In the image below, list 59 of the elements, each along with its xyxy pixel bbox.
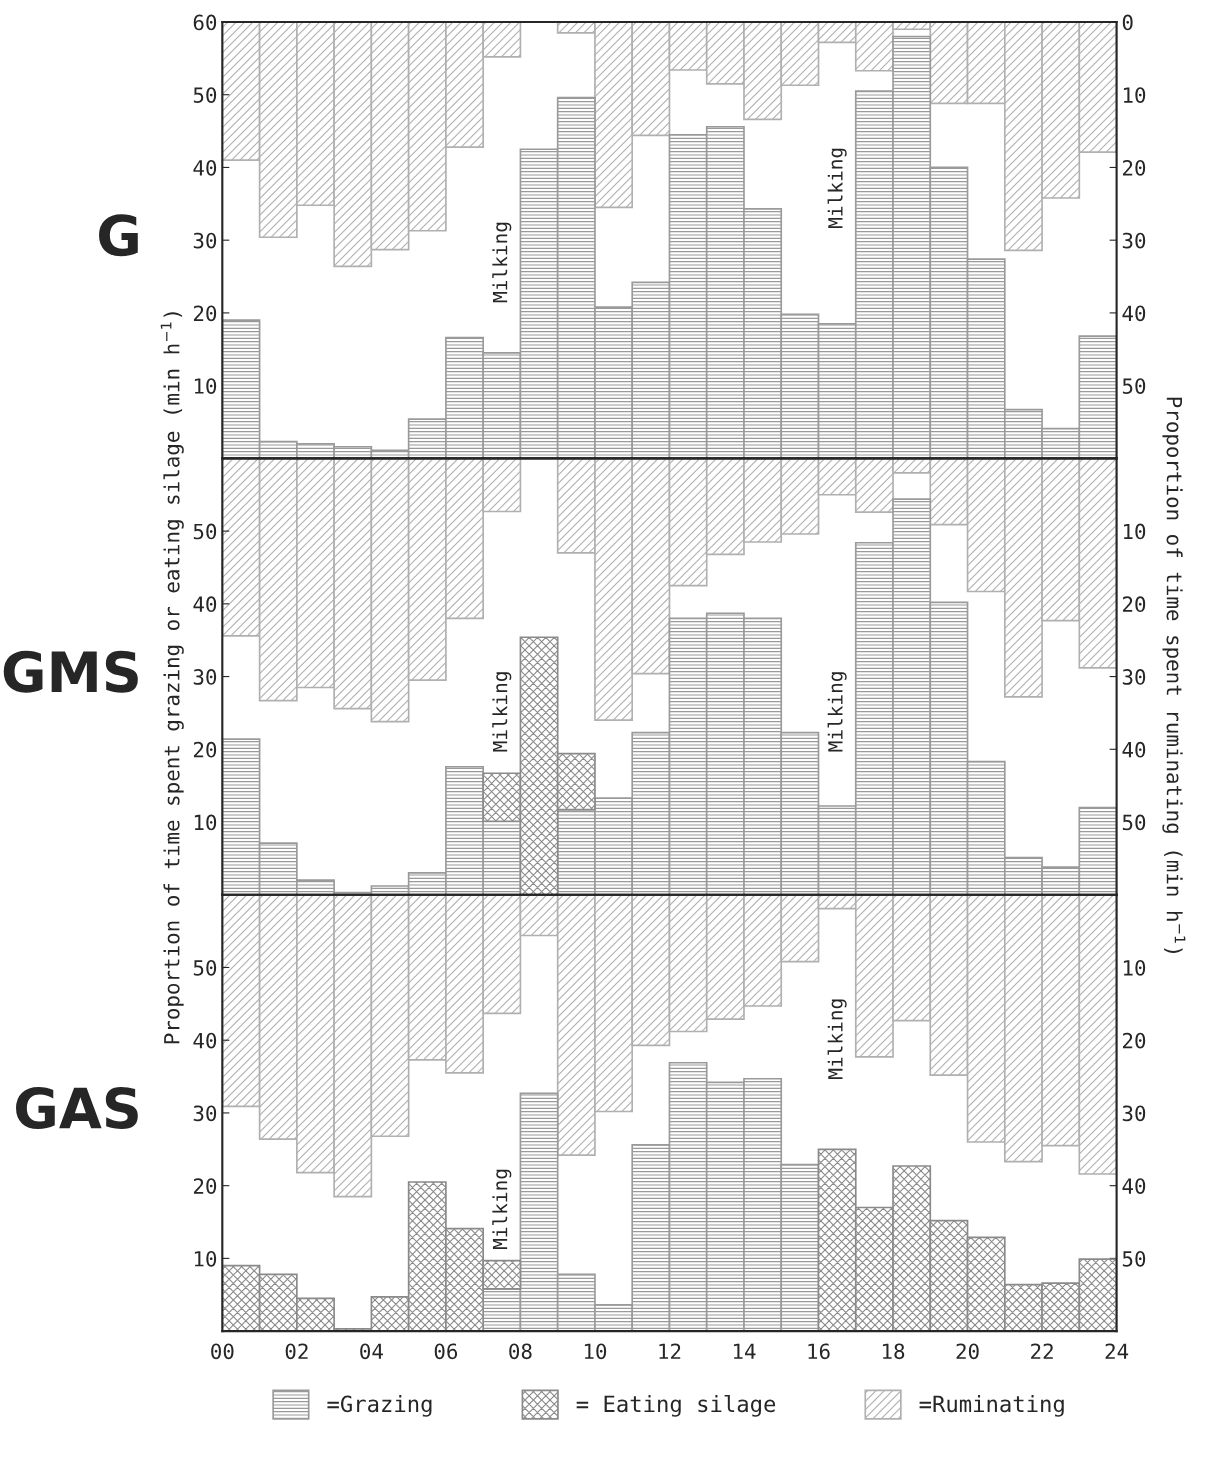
annotation: Milking [492, 672, 512, 752]
annotation: Milking [492, 1169, 512, 1250]
y2-tick-label: 10 [1123, 87, 1146, 103]
y2-axis-title: Proportion of time spent ruminating (min h$^{−1}$) [1162, 397, 1186, 953]
legend-label: =Ruminating [919, 1395, 1064, 1417]
text: G [99, 214, 138, 257]
annotation: Milking [827, 999, 847, 1079]
y2-tick-label: 50 [1122, 814, 1146, 831]
y-tick-label: 10 [194, 378, 217, 394]
y2-tick-label: 30 [1122, 1105, 1146, 1122]
x-tick-label: 04 [360, 1343, 383, 1360]
y-tick-label: 40 [193, 159, 217, 176]
x-tick-label: 14 [733, 1343, 756, 1359]
y-tick-label: 40 [193, 1032, 217, 1049]
y-tick-label: 50 [193, 959, 217, 976]
y-tick-label: 30 [193, 1105, 217, 1122]
y2-tick-label: 10 [1123, 523, 1146, 540]
y2-tick-label: 40 [1122, 305, 1146, 322]
y-tick-label: 20 [193, 305, 217, 322]
y-tick-label: 50 [193, 87, 217, 103]
annotation: Milking [827, 148, 847, 228]
x-tick-label: 20 [956, 1343, 979, 1360]
y2-tick-label: 40 [1122, 741, 1146, 758]
x-tick-label: 22 [1031, 1343, 1053, 1359]
y2-tick-label: 40 [1122, 1178, 1146, 1194]
x-tick-label: 24 [1105, 1343, 1129, 1359]
y2-tick-label: 20 [1122, 159, 1146, 176]
y2-tick-label: 30 [1122, 232, 1146, 249]
y2-tick-label: 50 [1122, 1250, 1146, 1267]
y-tick-label: 30 [193, 232, 217, 249]
x-tick-label: 18 [882, 1343, 905, 1360]
annotation: Milking [827, 672, 847, 752]
x-tick-label: 12 [659, 1343, 681, 1359]
x-tick-label: 10 [584, 1343, 607, 1360]
y2-tick-label: 10 [1123, 959, 1146, 976]
y2-tick-label: 30 [1122, 669, 1146, 685]
y2-tick-label: 50 [1122, 378, 1146, 394]
x-tick-label: 08 [509, 1343, 532, 1360]
y-tick-label: 40 [193, 596, 217, 613]
y2-tick-label: 0 [1122, 14, 1133, 31]
y2-tick-label: 20 [1122, 596, 1146, 613]
legend-label: =Grazing [327, 1395, 432, 1417]
y-tick-label: 20 [193, 741, 217, 758]
y-axis-title: Proportion of time spent grazing or eating silage (min h$^{−1}$) [160, 312, 184, 1044]
y-tick-label: 10 [194, 814, 217, 831]
x-tick-label: 16 [808, 1343, 830, 1360]
y-tick-label: 50 [193, 523, 217, 540]
y-tick-label: 20 [193, 1178, 217, 1194]
annotation: Milking [492, 222, 512, 303]
x-tick-label: 06 [434, 1343, 458, 1360]
text: GMS [3, 650, 138, 693]
y-tick-label: 30 [193, 669, 217, 685]
text: GAS [16, 1087, 138, 1130]
y-tick-label: 10 [194, 1250, 217, 1267]
y-tick-label: 60 [193, 14, 217, 31]
legend-label: = Eating silage [576, 1394, 776, 1417]
y2-tick-label: 20 [1122, 1032, 1146, 1049]
x-tick-label: 00 [211, 1343, 234, 1360]
x-tick-label: 02 [285, 1343, 308, 1360]
